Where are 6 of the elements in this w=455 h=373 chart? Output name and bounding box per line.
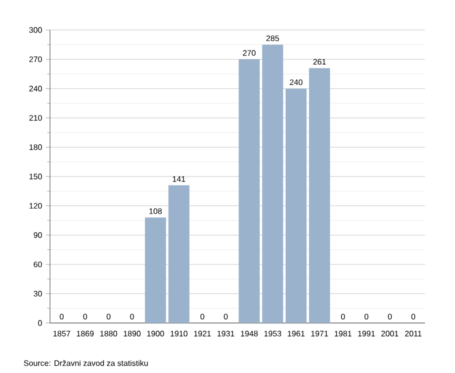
bar [144,218,166,323]
bar [238,59,260,323]
bar [309,68,330,323]
bar [262,44,284,323]
bar [168,185,190,323]
bar [286,88,307,323]
